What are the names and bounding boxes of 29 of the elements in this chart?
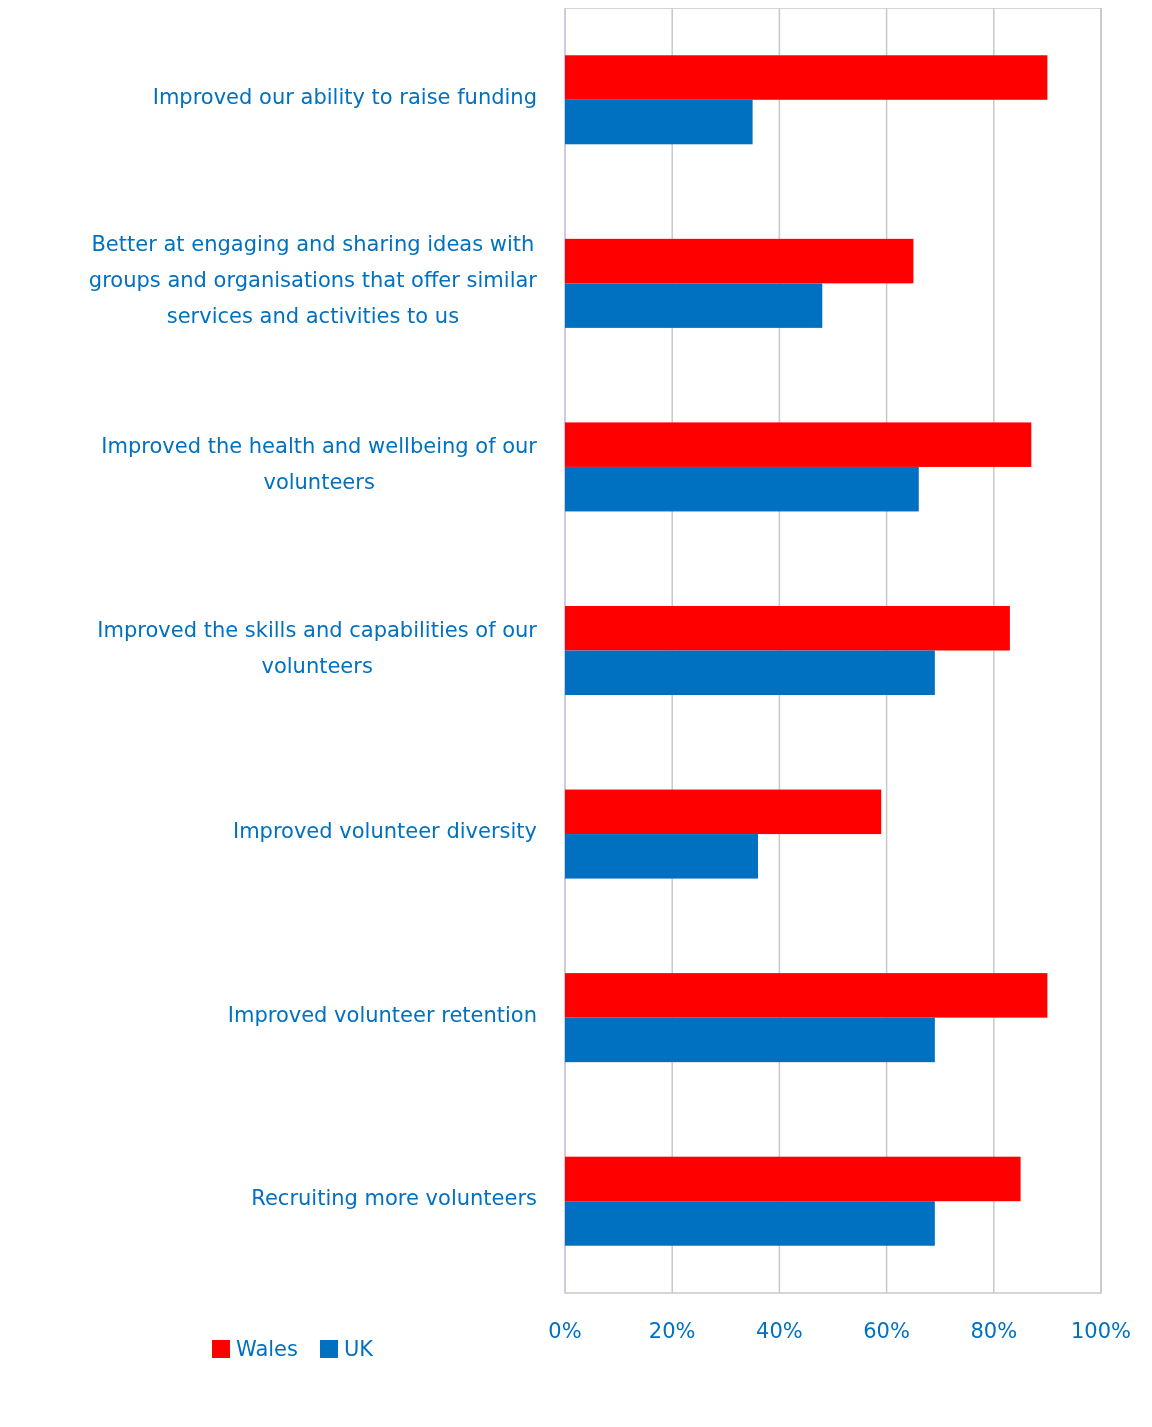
bar [565, 973, 1048, 1018]
y-tick-label: Improved volunteer diversity [232, 819, 538, 844]
y-tick-label: Better at engaging and sharing ideas with groups and organisations that offer similar services and activities to us [88, 232, 538, 329]
x-tick-label: 100% [1070, 1319, 1132, 1343]
bar [565, 466, 919, 512]
bar [565, 650, 935, 696]
y-tick-label: Improved volunteer retention [227, 1002, 537, 1027]
bar [565, 422, 1032, 467]
bar [565, 99, 753, 145]
bar [565, 834, 758, 879]
bar [565, 789, 882, 835]
x-tick-label: 20% [648, 1319, 696, 1343]
legend-label: UK [343, 1337, 375, 1361]
x-tick-label: 80% [970, 1319, 1018, 1343]
bar [565, 283, 823, 328]
y-tick-label: Improved the health and wellbeing of our volunteers [101, 433, 538, 494]
x-tick-label: 0% [548, 1319, 582, 1343]
bar [565, 605, 1010, 651]
y-tick-label: Improved our ability to raise funding [152, 84, 537, 109]
bar [565, 1017, 935, 1063]
x-tick-label: 40% [756, 1319, 803, 1343]
bar [565, 238, 914, 284]
x-tick-label: 60% [863, 1319, 910, 1343]
legend-label: Wales [236, 1337, 298, 1361]
y-tick-label: Improved the skills and capabilities of our volunteers [97, 617, 538, 678]
y-tick-label: Recruiting more volunteers [251, 1186, 537, 1211]
bar [565, 55, 1048, 100]
bar [565, 1156, 1021, 1202]
bar [565, 1201, 935, 1246]
